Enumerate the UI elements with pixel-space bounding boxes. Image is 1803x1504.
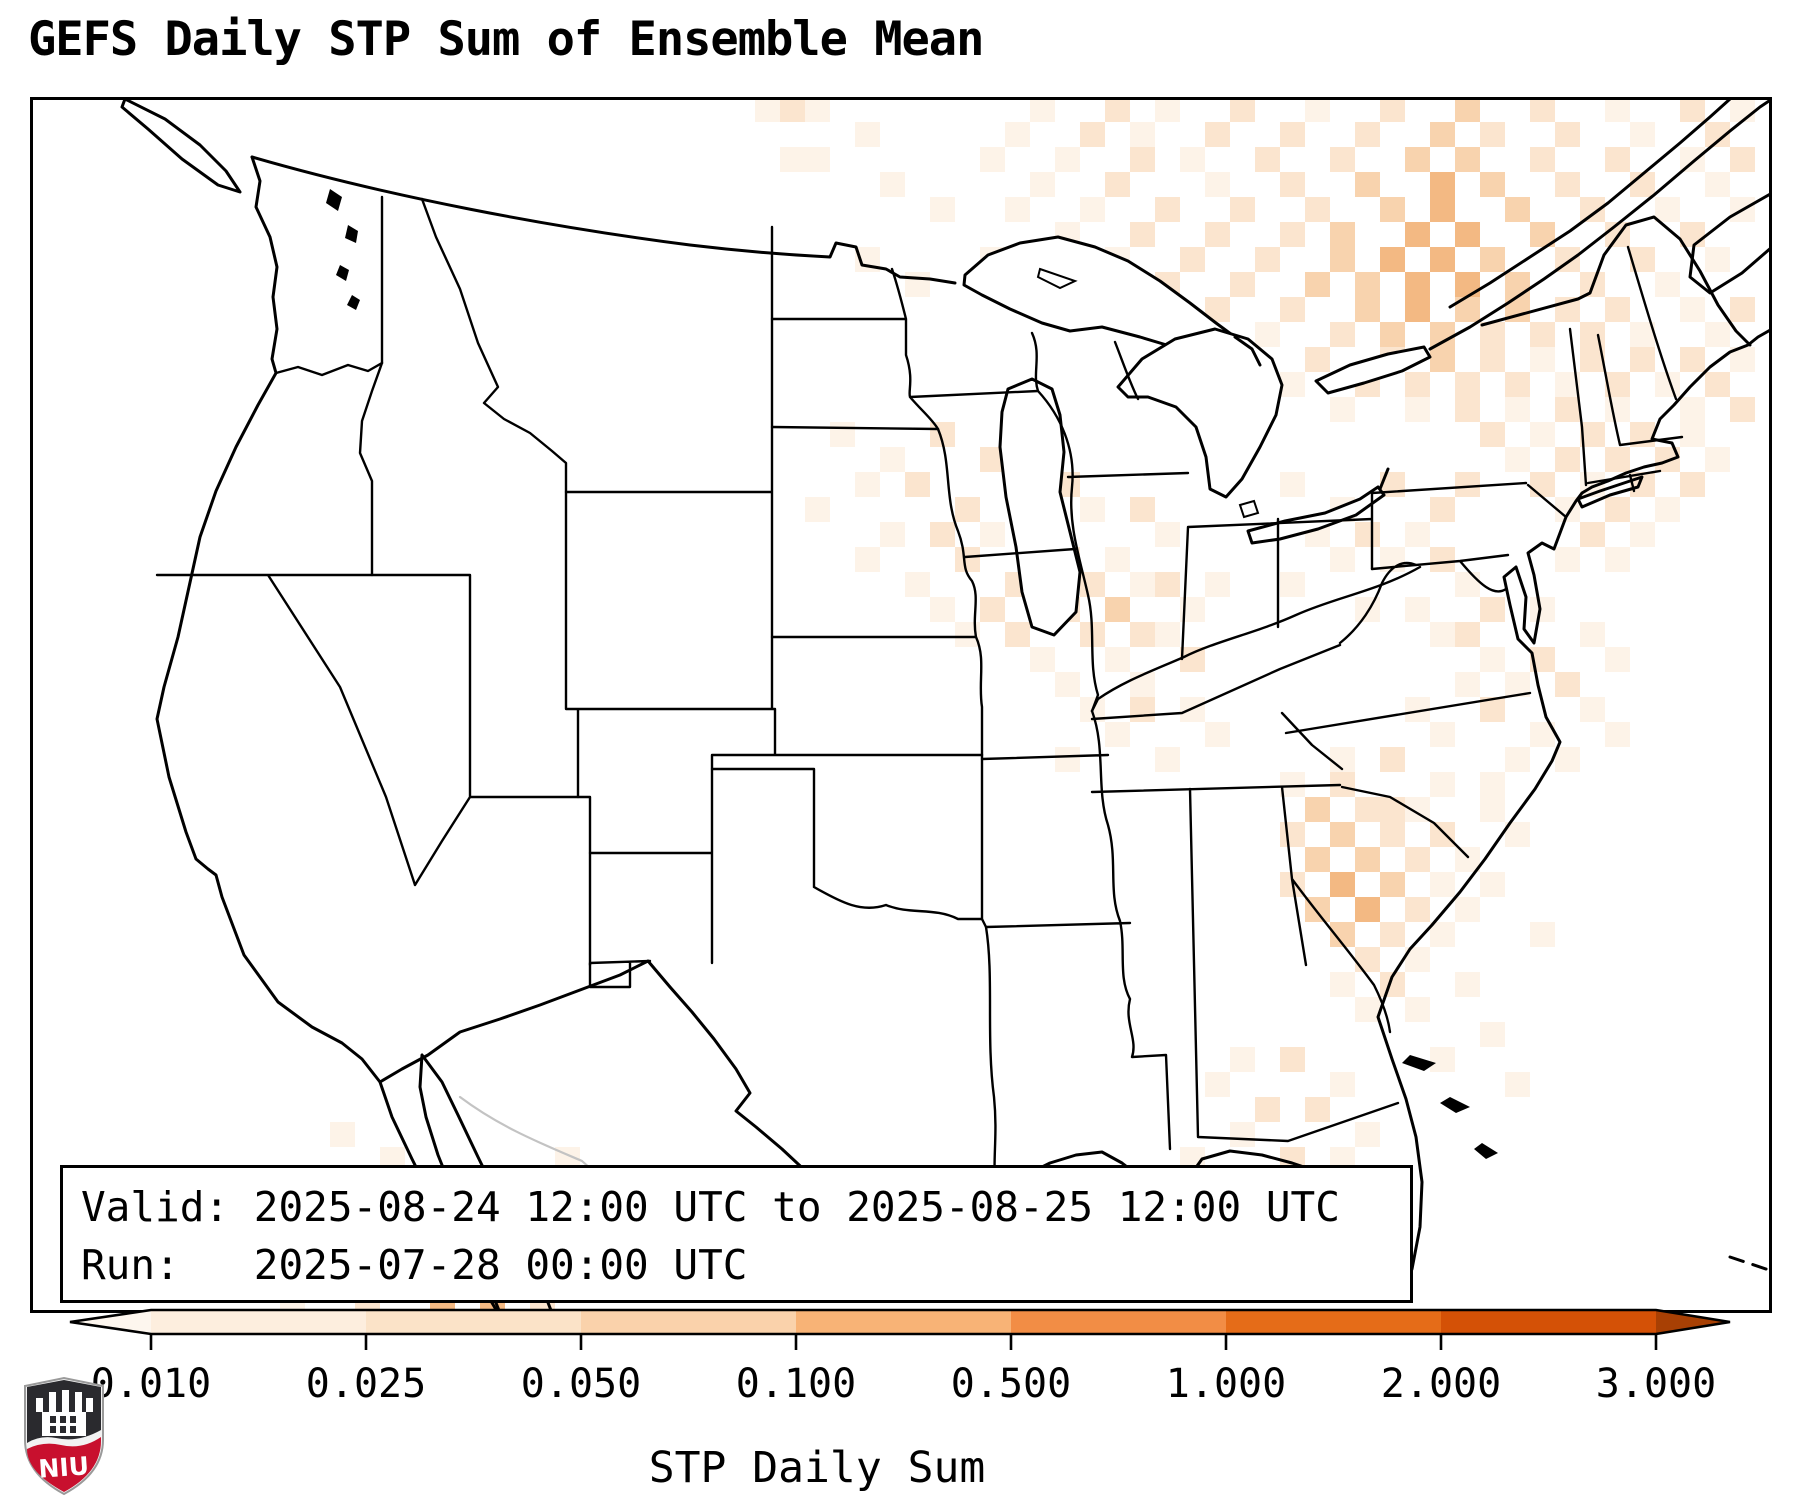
colorbar-ticks	[151, 1334, 1656, 1350]
svg-text:0.010: 0.010	[91, 1361, 211, 1407]
svg-text:1.000: 1.000	[1166, 1361, 1286, 1407]
svg-text:0.500: 0.500	[951, 1361, 1071, 1407]
forecast-map	[30, 97, 1772, 1313]
colorbar: 0.010 0.025 0.050 0.100 0.500 1.000 2.000 3.000…	[50, 1302, 1750, 1500]
valid-time-text: Valid: 2025-08-24 12:00 UTC to 2025-08-2…	[81, 1178, 1392, 1236]
svg-text:2.000: 2.000	[1381, 1361, 1501, 1407]
us-map-canvas	[30, 97, 1772, 1313]
colorbar-canvas: 0.010 0.025 0.050 0.100 0.500 1.000 2.000 3.000…	[50, 1302, 1750, 1500]
page-title: GEFS Daily STP Sum of Ensemble Mean	[28, 12, 983, 67]
run-time-text: Run: 2025-07-28 00:00 UTC	[81, 1236, 1392, 1294]
svg-text:3.000: 3.000	[1596, 1361, 1716, 1407]
valid-run-info-box: Valid: 2025-08-24 12:00 UTC to 2025-08-2…	[60, 1165, 1413, 1303]
lake-st-clair	[1240, 501, 1258, 517]
niu-logo: NIU	[20, 1376, 108, 1498]
svg-text:0.100: 0.100	[736, 1361, 856, 1407]
svg-text:0.050: 0.050	[521, 1361, 641, 1407]
gefs-stp-forecast-page: { "title": "GEFS Daily STP Sum of Ensemb…	[0, 0, 1803, 1500]
niu-logo-text: NIU	[37, 1451, 89, 1483]
colorbar-segments	[70, 1310, 1730, 1334]
svg-text:0.025: 0.025	[306, 1361, 426, 1407]
colorbar-axis-label: STP Daily Sum	[649, 1443, 986, 1493]
colorbar-tick-labels: 0.010 0.025 0.050 0.100 0.500 1.000 2.000 3.000	[91, 1361, 1716, 1407]
